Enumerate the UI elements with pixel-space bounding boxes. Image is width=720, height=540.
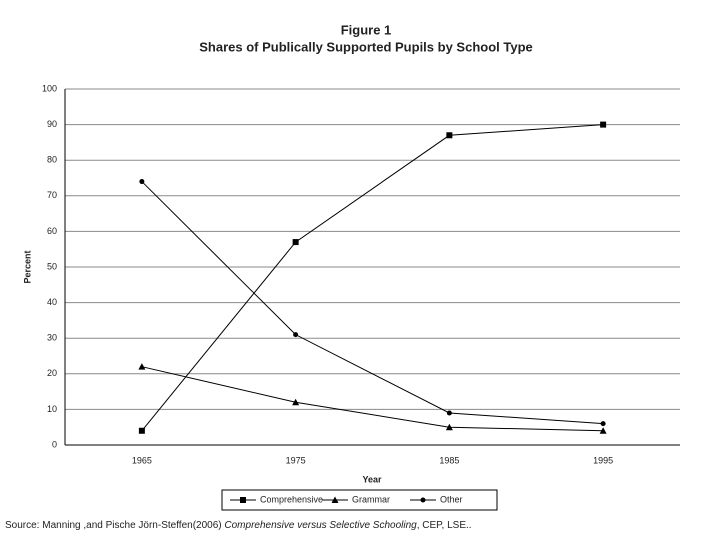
marker-triangle xyxy=(138,363,146,370)
x-tick-label: 1965 xyxy=(132,455,152,465)
y-tick-label: 20 xyxy=(47,368,57,378)
y-tick-label: 10 xyxy=(47,404,57,414)
y-tick-label: 70 xyxy=(47,190,57,200)
series-line xyxy=(141,366,604,432)
x-tick-label: 1975 xyxy=(286,455,306,465)
marker-triangle xyxy=(599,427,607,434)
y-tick-label: 80 xyxy=(47,155,57,165)
marker-circle xyxy=(420,497,426,503)
y-axis-label: Percent xyxy=(22,250,32,283)
y-tick-label: 90 xyxy=(47,119,57,129)
source-title: Comprehensive versus Selective Schooling xyxy=(224,520,417,531)
source-note: Source: Manning ,and Pische Jörn-Steffen… xyxy=(5,520,472,531)
marker-triangle xyxy=(445,423,453,431)
legend-label: Other xyxy=(440,494,463,504)
marker-triangle xyxy=(331,496,339,503)
y-tick-label: 60 xyxy=(47,226,57,236)
y-tick-label: 100 xyxy=(42,83,57,93)
chart-title: Figure 1 xyxy=(341,22,392,37)
x-tick-label: 1995 xyxy=(593,455,613,465)
y-tick-label: 40 xyxy=(47,297,57,307)
chart-subtitle: Shares of Publically Supported Pupils by… xyxy=(199,39,533,54)
y-tick-label: 30 xyxy=(47,333,57,343)
legend-box xyxy=(221,489,498,511)
marker-square xyxy=(600,121,607,128)
marker-circle xyxy=(446,410,452,416)
legend-label: Comprehensive xyxy=(260,494,323,504)
marker-triangle xyxy=(292,398,300,406)
legend: Comprehensive Grammar Other xyxy=(230,494,463,504)
series-line xyxy=(141,181,604,425)
x-axis-label: Year xyxy=(362,474,382,484)
marker-circle xyxy=(600,421,606,427)
y-tick-label: 0 xyxy=(52,439,57,449)
marker-square xyxy=(292,239,299,246)
y-tick-label: 50 xyxy=(47,261,57,271)
x-tick-label: 1985 xyxy=(439,455,459,465)
source-prefix: Source: Manning ,and Pische Jörn-Steffen… xyxy=(5,520,224,531)
marker-square xyxy=(240,497,246,503)
legend-label: Grammar xyxy=(352,494,390,504)
marker-square xyxy=(138,427,145,434)
series-line xyxy=(141,124,604,432)
source-suffix: , CEP, LSE.. xyxy=(417,520,472,531)
marker-circle xyxy=(139,179,145,185)
marker-square xyxy=(446,132,453,139)
marker-circle xyxy=(293,332,299,338)
